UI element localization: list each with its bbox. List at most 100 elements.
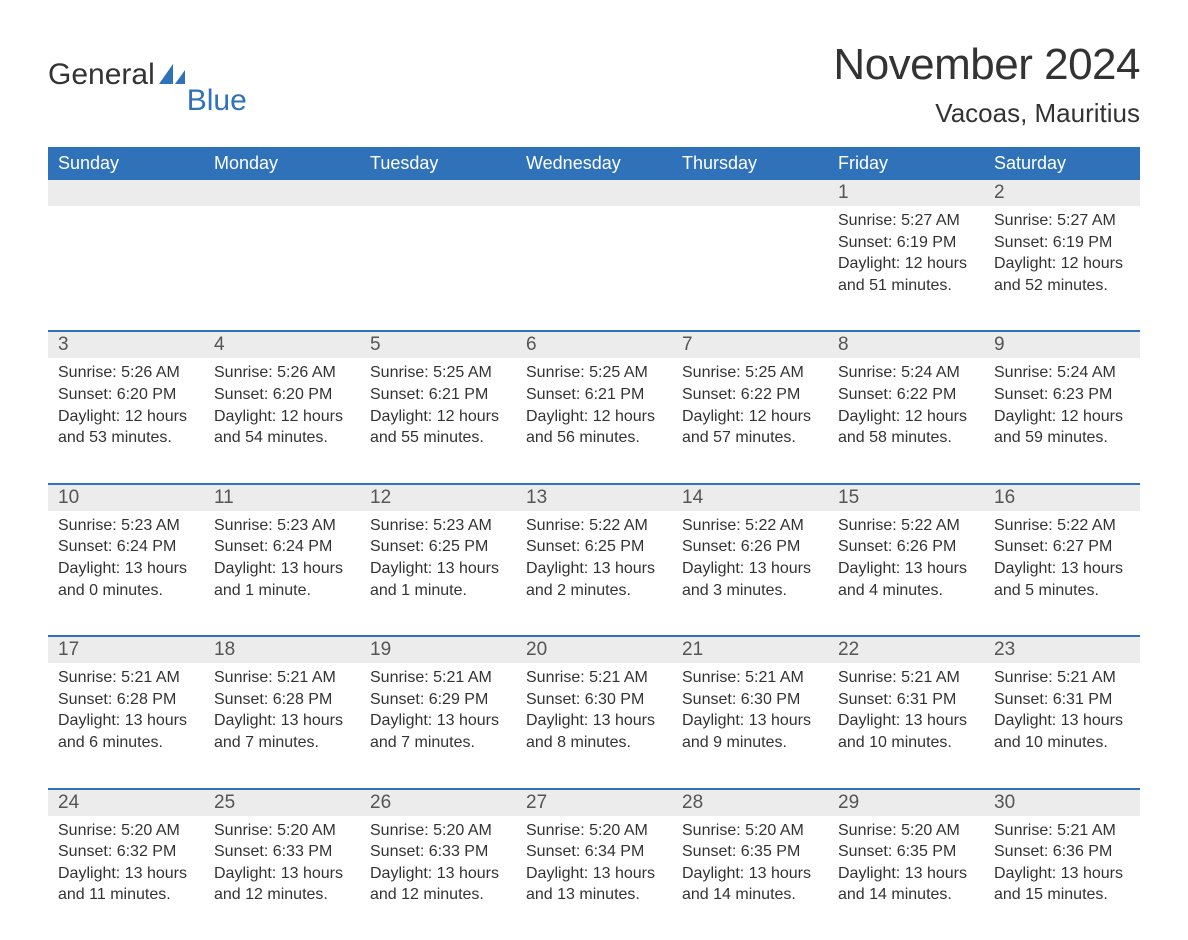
daylight-text: Daylight: 13 hours and 6 minutes.: [58, 710, 194, 753]
day-number-cell: 22: [828, 636, 984, 663]
sunset-text: Sunset: 6:30 PM: [526, 689, 662, 711]
daylight-text: Daylight: 12 hours and 53 minutes.: [58, 406, 194, 449]
sunset-text: Sunset: 6:27 PM: [994, 536, 1130, 558]
week-daynum-row: 10111213141516: [48, 484, 1140, 511]
day-data-cell: [672, 206, 828, 331]
day-number-cell: 29: [828, 789, 984, 816]
sunset-text: Sunset: 6:33 PM: [370, 841, 506, 863]
day-number-cell: [672, 180, 828, 206]
day-data-cell: Sunrise: 5:22 AMSunset: 6:25 PMDaylight:…: [516, 511, 672, 636]
sunrise-text: Sunrise: 5:27 AM: [838, 210, 974, 232]
day-data-cell: Sunrise: 5:27 AMSunset: 6:19 PMDaylight:…: [984, 206, 1140, 331]
daylight-text: Daylight: 13 hours and 14 minutes.: [838, 863, 974, 906]
sunset-text: Sunset: 6:34 PM: [526, 841, 662, 863]
sunset-text: Sunset: 6:21 PM: [526, 384, 662, 406]
sunset-text: Sunset: 6:19 PM: [994, 232, 1130, 254]
week-daynum-row: 24252627282930: [48, 789, 1140, 816]
sunset-text: Sunset: 6:30 PM: [682, 689, 818, 711]
daylight-text: Daylight: 13 hours and 10 minutes.: [838, 710, 974, 753]
day-number-cell: 30: [984, 789, 1140, 816]
sunrise-text: Sunrise: 5:21 AM: [838, 667, 974, 689]
day-number-cell: 26: [360, 789, 516, 816]
day-number-cell: [360, 180, 516, 206]
sunset-text: Sunset: 6:29 PM: [370, 689, 506, 711]
day-data-cell: Sunrise: 5:22 AMSunset: 6:26 PMDaylight:…: [828, 511, 984, 636]
day-data-cell: Sunrise: 5:20 AMSunset: 6:33 PMDaylight:…: [360, 816, 516, 940]
day-data-cell: Sunrise: 5:20 AMSunset: 6:33 PMDaylight:…: [204, 816, 360, 940]
day-number-cell: 9: [984, 331, 1140, 358]
logo: General Blue: [48, 40, 247, 118]
day-data-cell: Sunrise: 5:21 AMSunset: 6:31 PMDaylight:…: [984, 663, 1140, 788]
daylight-text: Daylight: 12 hours and 54 minutes.: [214, 406, 350, 449]
sunrise-text: Sunrise: 5:21 AM: [370, 667, 506, 689]
day-data-cell: Sunrise: 5:25 AMSunset: 6:21 PMDaylight:…: [360, 358, 516, 483]
day-data-cell: Sunrise: 5:21 AMSunset: 6:36 PMDaylight:…: [984, 816, 1140, 940]
sunrise-text: Sunrise: 5:25 AM: [682, 362, 818, 384]
sunset-text: Sunset: 6:31 PM: [838, 689, 974, 711]
daylight-text: Daylight: 13 hours and 9 minutes.: [682, 710, 818, 753]
day-number-cell: 5: [360, 331, 516, 358]
day-data-cell: Sunrise: 5:20 AMSunset: 6:35 PMDaylight:…: [828, 816, 984, 940]
logo-text-blue: Blue: [187, 84, 247, 118]
sunrise-text: Sunrise: 5:21 AM: [994, 820, 1130, 842]
daylight-text: Daylight: 12 hours and 57 minutes.: [682, 406, 818, 449]
calendar-table: SundayMondayTuesdayWednesdayThursdayFrid…: [48, 147, 1140, 940]
sunrise-text: Sunrise: 5:24 AM: [994, 362, 1130, 384]
day-number-cell: 7: [672, 331, 828, 358]
day-number-cell: [48, 180, 204, 206]
sunrise-text: Sunrise: 5:25 AM: [370, 362, 506, 384]
sunrise-text: Sunrise: 5:20 AM: [838, 820, 974, 842]
day-number-cell: 24: [48, 789, 204, 816]
sunrise-text: Sunrise: 5:21 AM: [526, 667, 662, 689]
day-data-cell: Sunrise: 5:22 AMSunset: 6:27 PMDaylight:…: [984, 511, 1140, 636]
sunrise-text: Sunrise: 5:21 AM: [682, 667, 818, 689]
week-daynum-row: 17181920212223: [48, 636, 1140, 663]
dow-header-cell: Sunday: [48, 147, 204, 180]
sunset-text: Sunset: 6:28 PM: [214, 689, 350, 711]
daylight-text: Daylight: 13 hours and 5 minutes.: [994, 558, 1130, 601]
day-number-cell: 19: [360, 636, 516, 663]
sunrise-text: Sunrise: 5:26 AM: [214, 362, 350, 384]
day-number-cell: 25: [204, 789, 360, 816]
sunset-text: Sunset: 6:33 PM: [214, 841, 350, 863]
sunrise-text: Sunrise: 5:20 AM: [526, 820, 662, 842]
daylight-text: Daylight: 13 hours and 14 minutes.: [682, 863, 818, 906]
dow-header-cell: Wednesday: [516, 147, 672, 180]
sunrise-text: Sunrise: 5:22 AM: [682, 515, 818, 537]
day-number-cell: 16: [984, 484, 1140, 511]
day-data-cell: Sunrise: 5:21 AMSunset: 6:28 PMDaylight:…: [204, 663, 360, 788]
sunset-text: Sunset: 6:21 PM: [370, 384, 506, 406]
day-data-cell: Sunrise: 5:23 AMSunset: 6:24 PMDaylight:…: [48, 511, 204, 636]
daylight-text: Daylight: 12 hours and 59 minutes.: [994, 406, 1130, 449]
daylight-text: Daylight: 13 hours and 3 minutes.: [682, 558, 818, 601]
sunset-text: Sunset: 6:24 PM: [58, 536, 194, 558]
sunset-text: Sunset: 6:35 PM: [682, 841, 818, 863]
sunset-text: Sunset: 6:25 PM: [526, 536, 662, 558]
day-number-cell: 6: [516, 331, 672, 358]
day-number-cell: 3: [48, 331, 204, 358]
sunset-text: Sunset: 6:19 PM: [838, 232, 974, 254]
page-title: November 2024: [833, 40, 1140, 90]
sunrise-text: Sunrise: 5:22 AM: [838, 515, 974, 537]
day-data-cell: Sunrise: 5:23 AMSunset: 6:24 PMDaylight:…: [204, 511, 360, 636]
day-data-cell: Sunrise: 5:23 AMSunset: 6:25 PMDaylight:…: [360, 511, 516, 636]
daylight-text: Daylight: 13 hours and 11 minutes.: [58, 863, 194, 906]
logo-sail-icon: [159, 64, 187, 91]
day-data-cell: Sunrise: 5:25 AMSunset: 6:22 PMDaylight:…: [672, 358, 828, 483]
daylight-text: Daylight: 12 hours and 52 minutes.: [994, 253, 1130, 296]
day-number-cell: 20: [516, 636, 672, 663]
sunset-text: Sunset: 6:26 PM: [838, 536, 974, 558]
sunset-text: Sunset: 6:20 PM: [214, 384, 350, 406]
daylight-text: Daylight: 12 hours and 51 minutes.: [838, 253, 974, 296]
sunrise-text: Sunrise: 5:20 AM: [214, 820, 350, 842]
sunrise-text: Sunrise: 5:21 AM: [994, 667, 1130, 689]
sunrise-text: Sunrise: 5:23 AM: [214, 515, 350, 537]
daylight-text: Daylight: 12 hours and 56 minutes.: [526, 406, 662, 449]
sunrise-text: Sunrise: 5:23 AM: [58, 515, 194, 537]
location: Vacoas, Mauritius: [833, 98, 1140, 129]
day-data-cell: Sunrise: 5:21 AMSunset: 6:30 PMDaylight:…: [672, 663, 828, 788]
sunset-text: Sunset: 6:35 PM: [838, 841, 974, 863]
dow-header-cell: Tuesday: [360, 147, 516, 180]
day-data-cell: Sunrise: 5:25 AMSunset: 6:21 PMDaylight:…: [516, 358, 672, 483]
sunrise-text: Sunrise: 5:20 AM: [58, 820, 194, 842]
